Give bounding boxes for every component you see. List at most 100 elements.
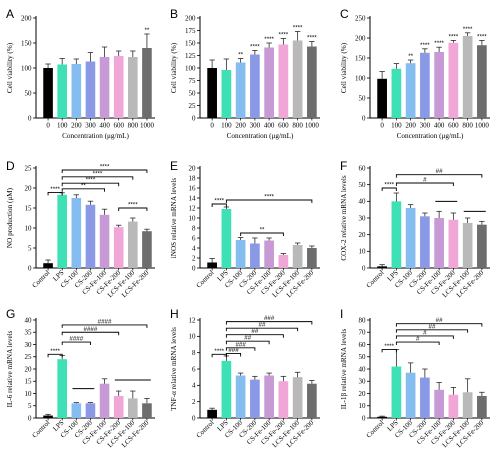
y-tick-label: 0 [192,114,196,122]
significance-label: ## [259,322,266,329]
bar-600 [278,44,289,118]
y-tick-label: 20 [359,390,367,398]
bar-LCS-Fe-100 [128,398,138,418]
y-tick-label: 20 [25,184,33,192]
bar-200 [405,63,416,118]
y-tick-label: 200 [185,14,196,22]
bar-LPS [221,360,232,418]
bar-300 [420,52,430,118]
bar-CS-100 [235,240,246,268]
bar-LPS [57,194,67,268]
significance-mark: **** [264,36,274,43]
y-tick-label: 150 [21,39,32,47]
y-tick-label: 6 [192,234,196,242]
significance-mark: **** [250,44,260,51]
significance-label: #### [84,326,98,333]
y-axis-title: IL-6 relative mRNA levels [6,330,14,407]
significance-bracket [381,348,397,353]
y-tick-label: 175 [185,27,196,35]
bar-CS-Fe-100 [264,240,274,268]
y-tick-label: 60 [359,164,367,172]
significance-label: ## [251,328,258,335]
x-axis-title: Concentration (μg/mL) [62,132,129,140]
y-tick-label: 100 [355,74,366,82]
significance-label: **** [100,164,110,171]
significance-bracket [61,169,148,173]
x-tick-label: 0 [46,122,50,130]
bar-LCS-Fe-100 [128,221,138,268]
bar-CS-Fe-200 [278,381,289,418]
significance-label: ### [235,341,246,348]
y-tick-label: 6 [192,365,196,373]
significance-bracket [61,176,134,180]
significance-bracket [61,182,120,187]
panel-label: C [340,7,349,21]
y-tick-label: 15 [25,378,33,386]
panel-I: I 0 10 20 30 40 50 60 70 80 IL-1β relative mRNA le… [340,307,490,449]
panel-label: F [340,159,347,173]
significance-label: ## [429,323,436,330]
bar-100 [221,70,232,118]
y-tick-label: 60 [359,341,367,349]
x-tick-label: 300 [85,122,96,130]
bar-LCS-Fe-200 [477,224,487,268]
bar-600 [113,56,124,118]
significance-mark: ** [145,27,150,34]
significance-bracket [381,187,397,191]
bar-400 [99,57,110,118]
bar-1000 [477,45,487,119]
bar-Control [207,409,217,418]
bar-CS-100 [71,198,82,268]
panel-F: F 0 10 20 30 40 50 60 COX-2 relative mRNA levels… [340,159,490,299]
y-axis-title: NO production (μM) [6,187,14,248]
significance-bracket [61,188,106,192]
y-tick-label: 10 [189,214,197,222]
bar-CS-Fe-100 [264,375,274,418]
significance-label: **** [214,348,224,355]
y-tick-label: 125 [185,52,196,60]
y-tick-label: 2 [192,398,196,406]
bar-CS-Fe-200 [448,394,459,418]
x-tick-label: 800 [462,122,473,130]
significance-bracket [395,182,454,186]
y-tick-label: 0 [362,264,366,272]
significance-label: **** [50,186,60,193]
bar-300 [250,54,260,118]
y-tick-label: 35 [25,329,33,337]
y-tick-label: 200 [21,14,32,22]
bar-CS-100 [405,208,416,268]
significance-bracket [240,232,284,236]
panel-B: B 0 25 50 75 100 125 150 175 200 Cell viability (%… [170,7,320,140]
panel-G: G 0 5 10 15 20 25 30 35 40 IL-6 relative mRNA leve… [6,307,155,449]
significance-label: #### [69,336,83,343]
x-tick-label: 100 [391,122,402,130]
significance-bracket [395,174,483,178]
x-tick-label: 300 [250,122,261,130]
bar-Control [43,415,53,418]
y-tick-label: 30 [359,214,367,222]
bar-LCS-Fe-100 [462,392,473,418]
y-tick-label: 10 [359,248,367,256]
significance-bracket [225,321,313,325]
x-tick-label: 600 [278,122,289,130]
y-tick-label: 5 [28,244,32,252]
bar-CS-Fe-100 [434,389,444,418]
bar-0 [207,68,217,118]
bar-CS-200 [85,204,96,268]
x-tick-label: Control [31,419,52,440]
y-axis-title: iNOS relative mRNA levels [170,178,178,259]
significance-mark: **** [463,26,473,33]
y-axis-title: Cell viability (%) [340,42,348,93]
panel-label: I [340,307,343,321]
panel-label: A [6,7,14,21]
significance-bracket [47,191,63,196]
x-tick-label: Control [31,269,52,290]
y-tick-label: 70 [359,329,367,337]
y-tick-label: 20 [359,231,367,239]
y-tick-label: 0 [28,414,32,422]
bar-LCS-Fe-200 [307,383,317,418]
y-tick-label: 10 [25,224,33,232]
significance-mark: **** [279,32,289,39]
x-tick-label: 0 [210,122,214,130]
significance-label: **** [264,194,274,201]
